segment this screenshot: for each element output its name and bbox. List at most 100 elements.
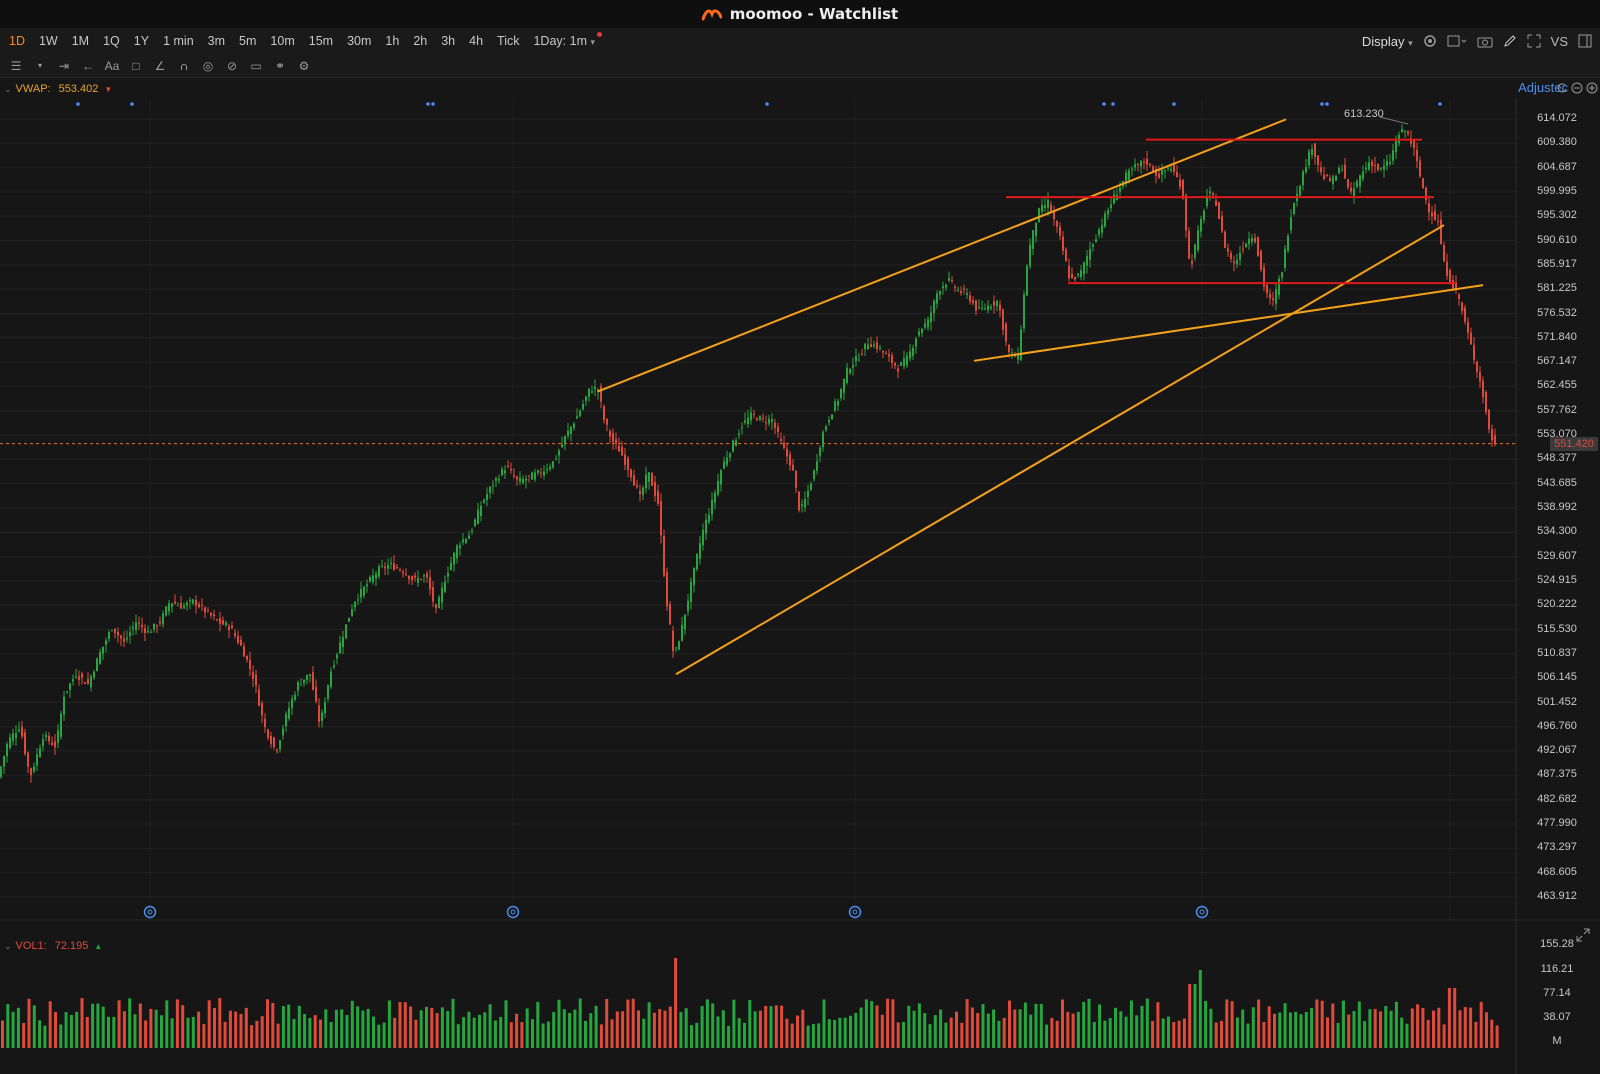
volume-bar [1288,1012,1292,1048]
volume-bar [1193,984,1197,1048]
event-marker-dot [1172,102,1176,106]
chevron-down-icon[interactable]: ▾ [37,61,42,70]
candle-body [549,466,551,470]
timeframe-1m[interactable]: 1M [71,34,90,48]
reset-icon[interactable] [1556,82,1568,94]
candle-body [975,300,977,311]
candle-body [96,658,98,672]
candle-body [468,535,470,539]
zoom-in-icon[interactable] [1586,82,1598,94]
eye-icon[interactable]: ◎ [202,58,214,73]
candle-body [1248,238,1250,244]
high-price-annotation: 613.230 [1344,108,1384,120]
timeframe-5m[interactable]: 5m [239,34,257,48]
text-tool-icon[interactable]: Aa [104,58,120,73]
volume-bar [1177,1020,1181,1048]
candle-body [195,600,197,606]
volume-bar [266,999,269,1048]
camera-icon[interactable] [1477,34,1493,48]
pencil-icon[interactable] [1503,34,1517,48]
volume-indicator[interactable]: ⌄ VOL1: 72.195 ▲ [0,938,102,954]
volume-bar [743,1022,746,1048]
candle-body [900,362,902,366]
volume-bar [499,1016,503,1048]
volume-bar [1023,1002,1027,1048]
candle-body [1209,191,1211,194]
candle-body [1491,428,1493,441]
candle-body [702,529,704,546]
layout-icon[interactable] [1447,34,1467,48]
volume-bar [472,1017,476,1048]
chevron-down-icon: ▾ [1408,37,1413,48]
magnet-icon[interactable]: ∩ [179,58,189,73]
candle-body [1398,134,1400,144]
candle-body [774,422,776,428]
candle-body [1053,210,1055,219]
volume-bar [287,1004,291,1048]
candle-body [99,652,101,664]
hide-icon[interactable]: ⊘ [226,58,238,73]
timeframe-1h[interactable]: 1h [385,34,400,48]
candle-body [651,472,653,486]
timeframe-10m[interactable]: 10m [270,34,295,48]
timeframe-1d[interactable]: 1D [9,34,25,48]
gear-icon[interactable] [1423,34,1437,48]
undo-arrow-icon[interactable]: ← [82,58,94,73]
volume-bar [1092,1021,1096,1048]
angle-tool-icon[interactable]: ∠ [154,58,166,73]
candle-body [951,279,953,281]
volume-bar [1135,1015,1139,1048]
event-marker-dot [1438,102,1442,106]
fullscreen-icon[interactable] [1527,34,1541,48]
timeframe-15m[interactable]: 15m [308,34,334,48]
timeframe-3m[interactable]: 3m [207,34,226,48]
link-icon[interactable]: ⚭ [274,58,286,73]
timeframe-30m[interactable]: 30m [347,34,372,48]
volume-bar [621,1011,625,1048]
timeframe-4h[interactable]: 4h [469,34,484,48]
candle-body [39,748,41,758]
news-marker-icon-center [1199,909,1205,915]
candle-body [1155,168,1157,176]
candle-body [972,300,974,304]
interval-select[interactable]: 1Day: 1m ▾ [526,32,602,48]
candle-body [210,612,212,616]
volume-bar [419,1010,423,1048]
display-button[interactable]: Display ▾ [1362,34,1413,49]
price-axis-label: 599.995 [1537,184,1577,197]
candle-body [123,638,125,642]
expand-icon[interactable] [1576,928,1590,942]
zoom-out-icon[interactable] [1571,82,1583,94]
settings-icon[interactable]: ⚙ [298,58,310,73]
vwap-indicator[interactable]: ⌄ VWAP: 553.402 ▼ [0,80,112,98]
menu-icon[interactable]: ☰ [10,58,22,73]
volume-bar [117,1000,121,1048]
timeframe-2h[interactable]: 2h [413,34,428,48]
timeframe-1q[interactable]: 1Q [103,34,120,48]
volume-bar [970,1007,974,1048]
timeframe-3h[interactable]: 3h [441,34,456,48]
timeframe-1min[interactable]: 1 min [163,34,194,48]
volume-bar [340,1009,344,1048]
volume-bar [732,999,736,1048]
timeframe-tick[interactable]: Tick [497,34,520,48]
volume-bar [1336,1022,1340,1048]
candle-body [69,683,71,690]
trendline [597,118,1287,393]
timeframe-1y[interactable]: 1Y [133,34,150,48]
candle-body [258,689,260,706]
sidebar-toggle-icon[interactable] [1578,34,1592,48]
comment-icon[interactable]: □ [132,58,140,73]
volume-bar [1310,1007,1314,1048]
candle-body [1449,270,1451,284]
adjusted-button[interactable]: Adjustec [1518,80,1568,95]
trash-icon[interactable]: ▭ [250,58,262,73]
price-axis-label: 595.302 [1537,209,1577,222]
range-icon[interactable]: ⇥ [58,58,70,73]
compare-vs-button[interactable]: VS [1550,33,1568,49]
timeframe-1w[interactable]: 1W [38,34,58,48]
volume-bar [85,1016,89,1048]
candle-body [744,420,746,423]
volume-bar [515,1013,519,1048]
